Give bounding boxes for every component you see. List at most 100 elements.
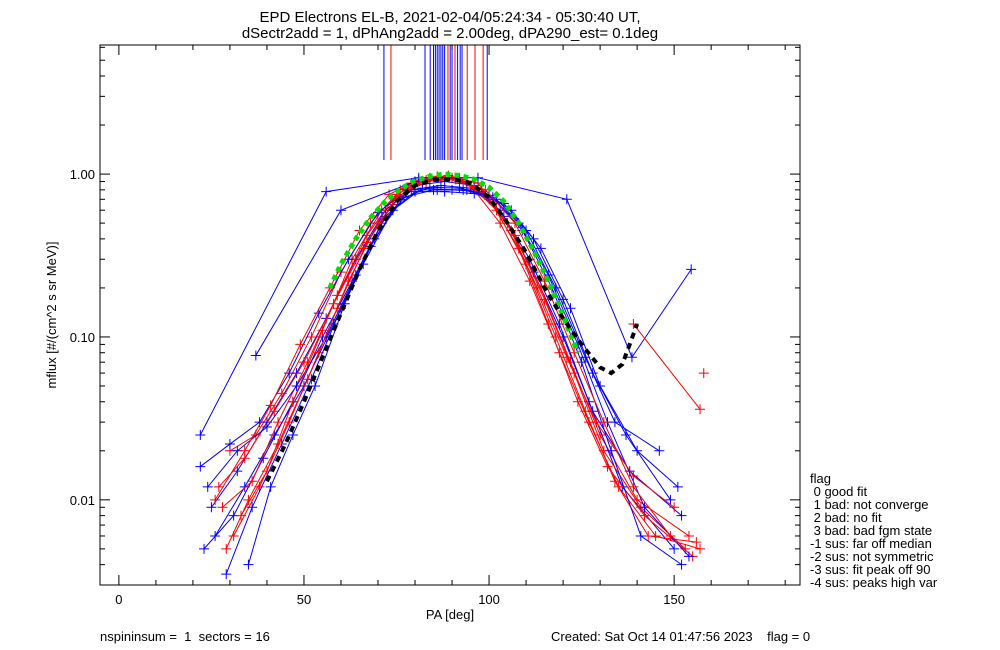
data-point-plus-blue — [439, 186, 450, 197]
plot-frame — [99, 44, 801, 586]
data-point-plus-blue — [206, 502, 217, 513]
data-point-plus-blue — [609, 417, 620, 428]
data-point-plus-red — [217, 502, 228, 513]
data-point-plus-red — [239, 445, 250, 456]
data-point-plus-blue — [261, 421, 272, 432]
axes: 0 50 100 150 1.00 0.10 0.01 — [70, 45, 800, 607]
legend-item: -1 sus: far off median — [810, 536, 932, 551]
data-point-plus-blue — [221, 569, 232, 580]
data-point-plus-blue — [232, 466, 243, 477]
plot-marks — [195, 45, 709, 580]
legend-item: -2 sus: not symmetric — [810, 549, 934, 564]
series-line-blue — [247, 189, 682, 566]
data-point-plus-blue — [224, 439, 235, 450]
data-point-plus-red — [302, 374, 313, 385]
data-point-plus-blue — [321, 186, 332, 197]
series-line-blue — [225, 186, 690, 575]
data-point-plus-blue — [458, 184, 469, 195]
data-point-plus-red — [650, 530, 661, 541]
data-point-plus-red — [213, 481, 224, 492]
data-point-plus-red — [691, 537, 702, 548]
data-point-plus-red — [613, 481, 624, 492]
series-line-blue — [199, 177, 692, 436]
data-point-plus-blue — [239, 481, 250, 492]
legend-item: 2 bad: no fit — [810, 510, 882, 525]
data-point-plus-blue — [247, 502, 258, 513]
data-point-plus-red — [287, 396, 298, 407]
data-point-plus-red — [221, 543, 232, 554]
data-point-plus-blue — [243, 559, 254, 570]
data-point-plus-red — [265, 400, 276, 411]
x-tick-label: 150 — [663, 592, 685, 607]
data-point-plus-red — [698, 368, 709, 379]
series-line-blue — [211, 181, 682, 516]
data-point-plus-red — [273, 417, 284, 428]
data-point-plus-red — [306, 331, 317, 342]
y-axis-label: mflux [#/(cm^2 s sr MeV)] — [44, 242, 59, 389]
data-point-plus-blue — [558, 294, 569, 305]
data-point-plus-blue — [265, 481, 276, 492]
data-point-plus-blue — [676, 510, 687, 521]
data-point-plus-red — [669, 502, 680, 513]
data-point-plus-blue — [284, 368, 295, 379]
data-point-plus-red — [243, 494, 254, 505]
legend-item: 0 good fit — [810, 484, 867, 499]
data-point-plus-red — [628, 471, 639, 482]
data-point-plus-blue — [654, 445, 665, 456]
y-tick-label: 1.00 — [70, 167, 95, 182]
data-point-plus-blue — [310, 380, 321, 391]
data-point-plus-red — [632, 494, 643, 505]
data-point-plus-red — [561, 352, 572, 363]
y-tick-label: 0.01 — [70, 493, 95, 508]
data-point-plus-blue — [676, 559, 687, 570]
data-point-plus-red — [695, 404, 706, 415]
series-line-blue — [214, 187, 679, 537]
data-point-plus-blue — [195, 430, 206, 441]
data-point-plus-blue — [195, 461, 206, 472]
data-point-plus-red — [543, 319, 554, 330]
legend-item: -3 sus: fit peak off 90 — [810, 562, 930, 577]
series-line-red — [633, 323, 701, 410]
data-point-plus-blue — [428, 184, 439, 195]
data-point-plus-red — [595, 430, 606, 441]
data-point-plus-blue — [639, 502, 650, 513]
data-point-plus-blue — [669, 543, 680, 554]
legend: flag 0 good fit 1 bad: not converge 2 ba… — [810, 471, 938, 590]
data-point-plus-red — [295, 339, 306, 350]
data-point-plus-red — [210, 494, 221, 505]
chart-subtitle: dSectr2add = 1, dPhAng2add = 2.00deg, dP… — [242, 25, 658, 42]
series-line-red — [225, 178, 671, 550]
legend-title: flag — [810, 471, 831, 486]
data-point-plus-blue — [683, 551, 694, 562]
data-point-plus-red — [524, 276, 535, 287]
data-point-plus-blue — [626, 352, 637, 363]
legend-item: 1 bad: not converge — [810, 497, 929, 512]
data-point-plus-blue — [335, 205, 346, 216]
data-point-plus-red — [247, 476, 258, 487]
x-tick-label: 0 — [115, 592, 122, 607]
data-point-plus-blue — [202, 481, 213, 492]
data-point-plus-red — [554, 347, 565, 358]
data-point-plus-blue — [621, 430, 632, 441]
data-point-plus-blue — [199, 543, 210, 554]
series-line-red — [222, 178, 686, 550]
data-point-plus-red — [273, 439, 284, 450]
legend-item: 3 bad: bad fgm state — [810, 523, 932, 538]
footer-right: Created: Sat Oct 14 01:47:56 2023 flag =… — [551, 629, 810, 644]
data-point-plus-red — [683, 530, 694, 541]
x-tick-label: 100 — [478, 592, 500, 607]
data-point-plus-blue — [210, 530, 221, 541]
plot-area — [195, 45, 709, 580]
data-point-plus-blue — [606, 445, 617, 456]
data-point-plus-red — [532, 282, 543, 293]
data-point-plus-blue — [250, 350, 261, 361]
data-point-plus-blue — [686, 264, 697, 275]
data-point-plus-red — [628, 481, 639, 492]
data-point-plus-red — [539, 294, 550, 305]
data-point-plus-red — [276, 388, 287, 399]
data-point-plus-blue — [635, 530, 646, 541]
data-point-plus-red — [332, 303, 343, 314]
data-point-plus-blue — [561, 194, 572, 205]
data-point-plus-blue — [672, 481, 683, 492]
